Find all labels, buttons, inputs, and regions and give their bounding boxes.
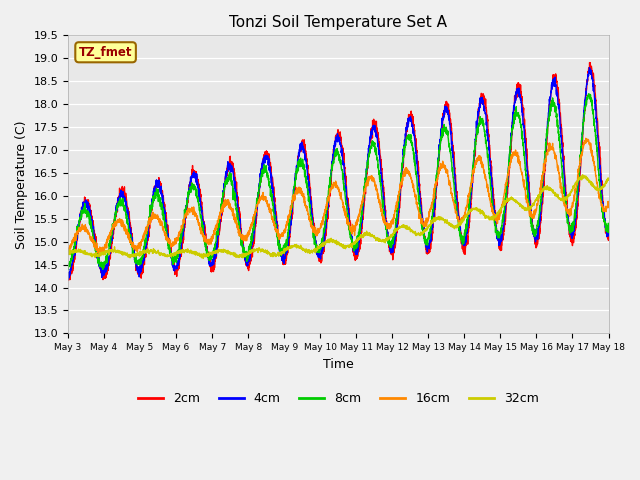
Line: 2cm: 2cm: [68, 62, 609, 280]
8cm: [585, 91, 593, 96]
8cm: [605, 221, 612, 227]
Line: 16cm: 16cm: [68, 138, 609, 253]
8cm: [271, 221, 279, 227]
2cm: [594, 132, 602, 138]
16cm: [582, 135, 589, 141]
2cm: [295, 153, 303, 159]
4cm: [586, 65, 593, 71]
16cm: [64, 247, 72, 253]
16cm: [126, 238, 134, 243]
32cm: [126, 252, 134, 258]
2cm: [586, 60, 593, 65]
32cm: [158, 252, 166, 257]
2cm: [605, 238, 612, 243]
4cm: [605, 232, 612, 238]
Legend: 2cm, 4cm, 8cm, 16cm, 32cm: 2cm, 4cm, 8cm, 16cm, 32cm: [133, 387, 544, 410]
32cm: [536, 191, 543, 197]
16cm: [271, 226, 279, 231]
8cm: [64, 263, 72, 268]
32cm: [199, 255, 207, 261]
Text: TZ_fmet: TZ_fmet: [79, 46, 132, 59]
32cm: [64, 250, 72, 256]
8cm: [295, 160, 303, 166]
4cm: [158, 192, 166, 198]
8cm: [126, 232, 134, 238]
4cm: [595, 140, 602, 146]
8cm: [65, 266, 72, 272]
2cm: [126, 217, 134, 223]
X-axis label: Time: Time: [323, 358, 354, 371]
4cm: [536, 218, 543, 224]
32cm: [579, 172, 586, 178]
Y-axis label: Soil Temperature (C): Soil Temperature (C): [15, 120, 28, 249]
Line: 8cm: 8cm: [68, 94, 609, 269]
32cm: [595, 187, 602, 193]
32cm: [605, 177, 612, 183]
8cm: [536, 206, 543, 212]
2cm: [158, 189, 166, 194]
2cm: [271, 204, 279, 210]
16cm: [94, 250, 102, 256]
8cm: [595, 166, 602, 171]
4cm: [65, 276, 72, 282]
16cm: [536, 190, 543, 195]
16cm: [295, 190, 303, 196]
2cm: [536, 231, 543, 237]
Line: 4cm: 4cm: [68, 68, 609, 279]
4cm: [126, 225, 134, 231]
Line: 32cm: 32cm: [68, 175, 609, 258]
Title: Tonzi Soil Temperature Set A: Tonzi Soil Temperature Set A: [229, 15, 447, 30]
32cm: [295, 245, 303, 251]
16cm: [158, 222, 166, 228]
4cm: [271, 215, 279, 221]
2cm: [64, 277, 72, 283]
16cm: [605, 199, 612, 204]
32cm: [271, 252, 279, 258]
16cm: [595, 188, 602, 194]
8cm: [158, 204, 166, 210]
4cm: [64, 274, 72, 279]
4cm: [295, 154, 303, 159]
